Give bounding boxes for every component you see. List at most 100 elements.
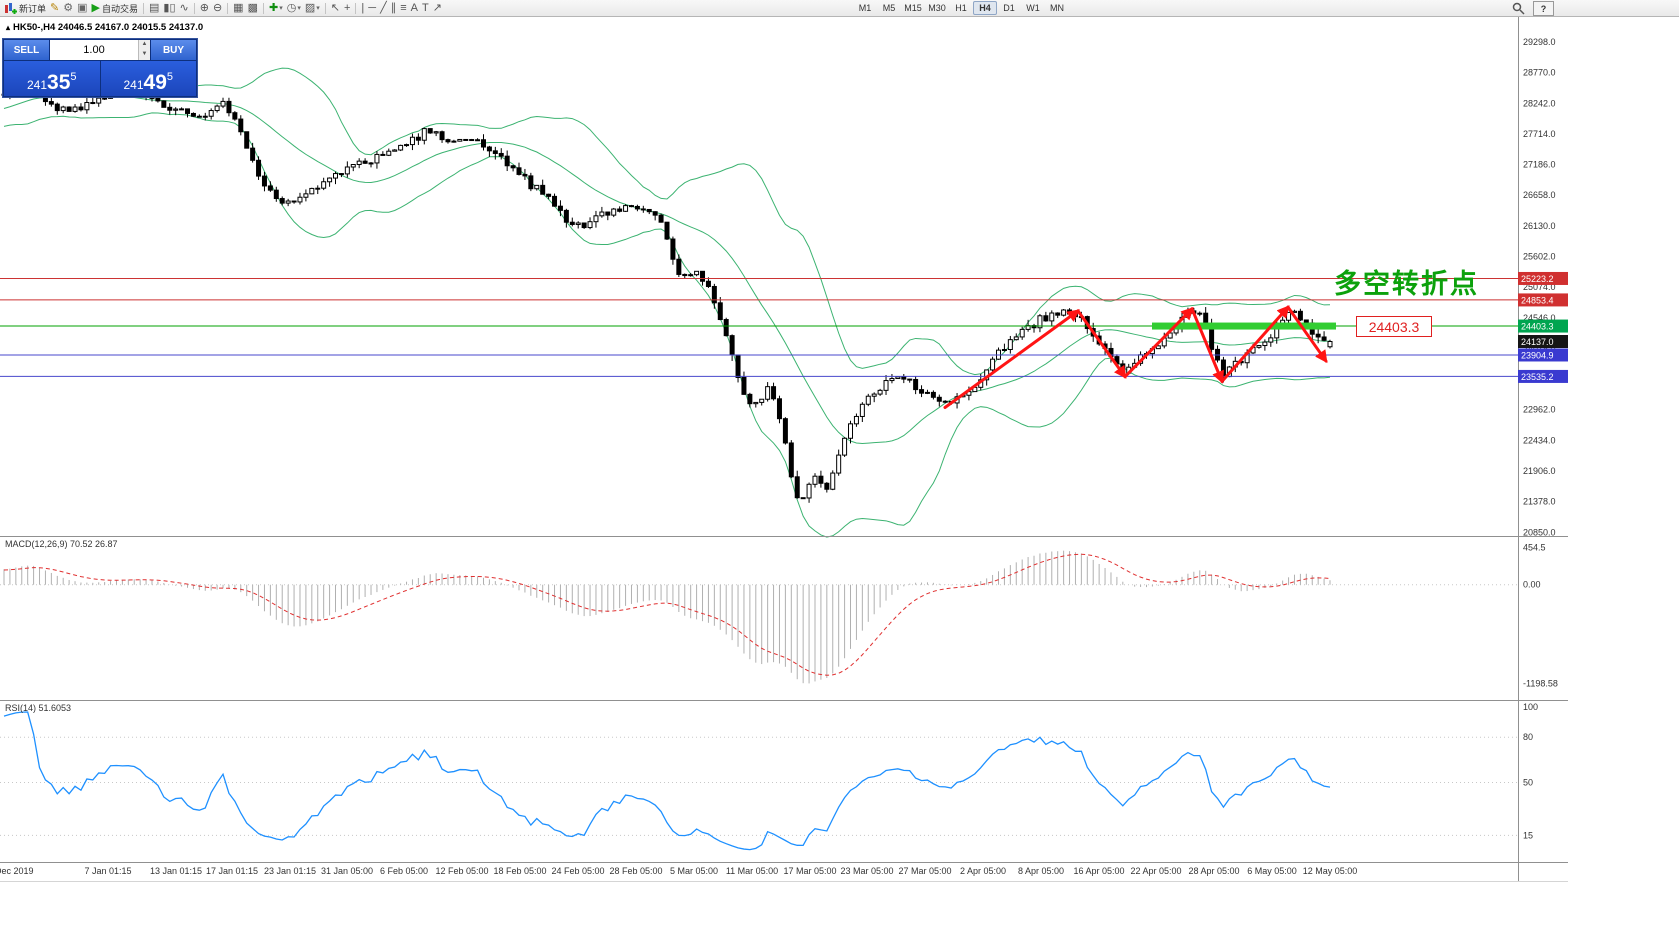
toolbar-separator	[262, 2, 264, 14]
toolbar-separator	[143, 2, 144, 14]
crosshair-button[interactable]: +	[342, 1, 352, 16]
autotrading-icon: ▶	[91, 1, 100, 14]
x-axis-label: 31 Jan 05:00	[321, 866, 373, 876]
x-axis-label: 17 Jan 01:15	[206, 866, 258, 876]
timeframe-d1[interactable]: D1	[1003, 3, 1015, 13]
x-axis-label: 11 Mar 05:00	[726, 866, 778, 876]
label-button[interactable]: T	[420, 1, 431, 16]
y-axis-label: 28242.0	[1523, 98, 1556, 108]
indicators-button[interactable]: ✚ ▾	[267, 1, 285, 16]
x-axis-label: 30 Dec 2019	[0, 866, 34, 876]
volume-input[interactable]: 1.00 ▲ ▼	[50, 40, 150, 60]
trend-arrow[interactable]	[943, 309, 1081, 409]
buy-button[interactable]: BUY	[151, 40, 196, 60]
timeframe-m15[interactable]: M15	[904, 3, 922, 13]
trend-arrow[interactable]	[1076, 309, 1127, 379]
periods-icon: ◷	[286, 1, 297, 14]
bar-chart-button[interactable]: ▤	[147, 1, 161, 16]
x-axis-label: 23 Mar 05:00	[840, 866, 893, 876]
sell-price-head: 241	[26, 78, 48, 92]
horizontal-line-button[interactable]: ─	[366, 1, 378, 16]
trend-arrow[interactable]	[1220, 305, 1290, 383]
toolbar-separator	[355, 2, 357, 14]
time-axis: 30 Dec 2019 7 Jan 01:15 13 Jan 01:15 17 Jan…	[0, 866, 1357, 876]
templates-button[interactable]: ▨ ▾	[303, 1, 322, 16]
cursor-icon: ↖	[330, 1, 340, 14]
timeframe-mn[interactable]: MN	[1050, 3, 1064, 13]
support-zone-line[interactable]	[1152, 322, 1336, 330]
cursor-button[interactable]: ↖	[329, 1, 342, 16]
buy-price-head: 241	[123, 78, 144, 92]
x-axis-label: 6 Feb 05:00	[380, 866, 428, 876]
arrow-tool-button[interactable]: ↗	[431, 1, 444, 16]
axis-price-marker	[1518, 293, 1568, 307]
sell-price[interactable]: 241 35 5	[4, 61, 100, 96]
candlestick-icon: ▮▯	[163, 1, 176, 14]
trend-arrow[interactable]	[1286, 305, 1328, 364]
sell-button[interactable]: SELL	[4, 40, 49, 60]
text-button[interactable]: A	[409, 1, 420, 16]
volume-spinner: ▲ ▼	[138, 40, 150, 60]
toolbar-left: 新订单 ✎ ⚙ ▣ ▶ 自动交易 ▤ ▮▯ ∿ ⊕ ⊖ ▦ ▩ ✚ ▾ ◷ ▾ ▨ ▾ ↖ + | ─ ╱ ∥ ≡ A T ↗	[0, 1, 444, 16]
tile-windows-button[interactable]: ▦	[231, 1, 245, 16]
y-axis-label: 21378.0	[1523, 497, 1556, 507]
text-icon: A	[410, 1, 418, 14]
ohlc-text: HK50-,H4 24046.5 24167.0 24015.5 24137.0	[13, 22, 204, 33]
toolbar-separator	[193, 2, 195, 14]
candlestick-button[interactable]: ▮▯	[161, 1, 177, 16]
tile-windows-icon: ▦	[233, 1, 244, 14]
toolbar-separator	[324, 2, 326, 14]
timeframe-w1[interactable]: W1	[1026, 3, 1040, 13]
rsi-axis-label: 80	[1523, 732, 1533, 742]
trend-arrow[interactable]	[1190, 307, 1224, 384]
new-order-button[interactable]: 新订单	[2, 1, 48, 16]
chart-ohlc-header: ▴ HK50-,H4 24046.5 24167.0 24015.5 24137.…	[6, 22, 203, 33]
macd-axis-label: 454.5	[1523, 542, 1546, 552]
options-button[interactable]: ⚙	[61, 1, 75, 16]
timeframe-h4[interactable]: H4	[973, 1, 997, 15]
channel-button[interactable]: ∥	[389, 1, 399, 16]
timeframe-m1[interactable]: M1	[858, 3, 872, 13]
y-axis-label: 24546.0	[1523, 313, 1556, 323]
axis-price-marker-label: 24137.0	[1521, 337, 1554, 347]
cascade-windows-button[interactable]: ▩	[246, 1, 260, 16]
fullscreen-button[interactable]: ▣	[75, 1, 89, 16]
new-order-icon	[4, 2, 17, 15]
indicators-icon: ✚	[268, 1, 279, 14]
collapse-triangle-icon[interactable]: ▴	[6, 23, 11, 32]
dropdown-caret-icon: ▾	[279, 5, 283, 12]
buy-price[interactable]: 241 49 5	[100, 61, 196, 96]
trend-arrow[interactable]	[1123, 307, 1194, 379]
vertical-line-icon: |	[361, 1, 365, 14]
bar-chart-icon: ▤	[149, 1, 160, 14]
search-icon[interactable]	[1512, 2, 1525, 15]
line-chart-button[interactable]: ∿	[178, 1, 191, 16]
cascade-windows-icon: ▩	[247, 1, 258, 14]
vertical-line-button[interactable]: |	[359, 1, 366, 16]
toolbar: 新订单 ✎ ⚙ ▣ ▶ 自动交易 ▤ ▮▯ ∿ ⊕ ⊖ ▦ ▩ ✚ ▾ ◷ ▾ ▨ ▾ ↖ + | ─ ╱ ∥ ≡ A T ↗ M1 M5…	[0, 0, 1679, 17]
turning-point-annotation[interactable]: 多空转折点	[1334, 269, 1479, 300]
volume-value: 1.00	[83, 44, 105, 56]
dropdown-caret-icon: ▾	[316, 5, 320, 12]
volume-up-button[interactable]: ▲	[139, 40, 150, 50]
x-axis-label: 12 May 05:00	[1303, 866, 1358, 876]
timeframe-h1[interactable]: H1	[955, 3, 967, 13]
y-axis-label: 25602.0	[1523, 251, 1556, 261]
volume-down-button[interactable]: ▼	[139, 50, 150, 60]
timeframe-m30[interactable]: M30	[928, 3, 946, 13]
zoom-out-button[interactable]: ⊖	[211, 1, 224, 16]
horizontal-line-icon: ─	[368, 1, 377, 14]
autotrading-button[interactable]: ▶ 自动交易	[90, 1, 140, 16]
trendline-button[interactable]: ╱	[378, 1, 389, 16]
metaeditor-icon: ✎	[50, 1, 60, 14]
metaeditor-button[interactable]: ✎	[48, 1, 61, 16]
help-button[interactable]: ?	[1533, 1, 1554, 16]
timeframe-m5[interactable]: M5	[882, 3, 896, 13]
axis-price-marker	[1518, 319, 1568, 333]
fibonacci-button[interactable]: ≡	[398, 1, 408, 16]
zoom-in-button[interactable]: ⊕	[198, 1, 211, 16]
buy-price-big: 49	[143, 71, 167, 94]
periods-button[interactable]: ◷ ▾	[285, 1, 303, 16]
axis-price-markers: 25223.2 24853.4 24403.3 24137.0 23904.9 23535…	[1518, 271, 1568, 383]
support-price-label[interactable]: 24403.3	[1356, 316, 1432, 337]
